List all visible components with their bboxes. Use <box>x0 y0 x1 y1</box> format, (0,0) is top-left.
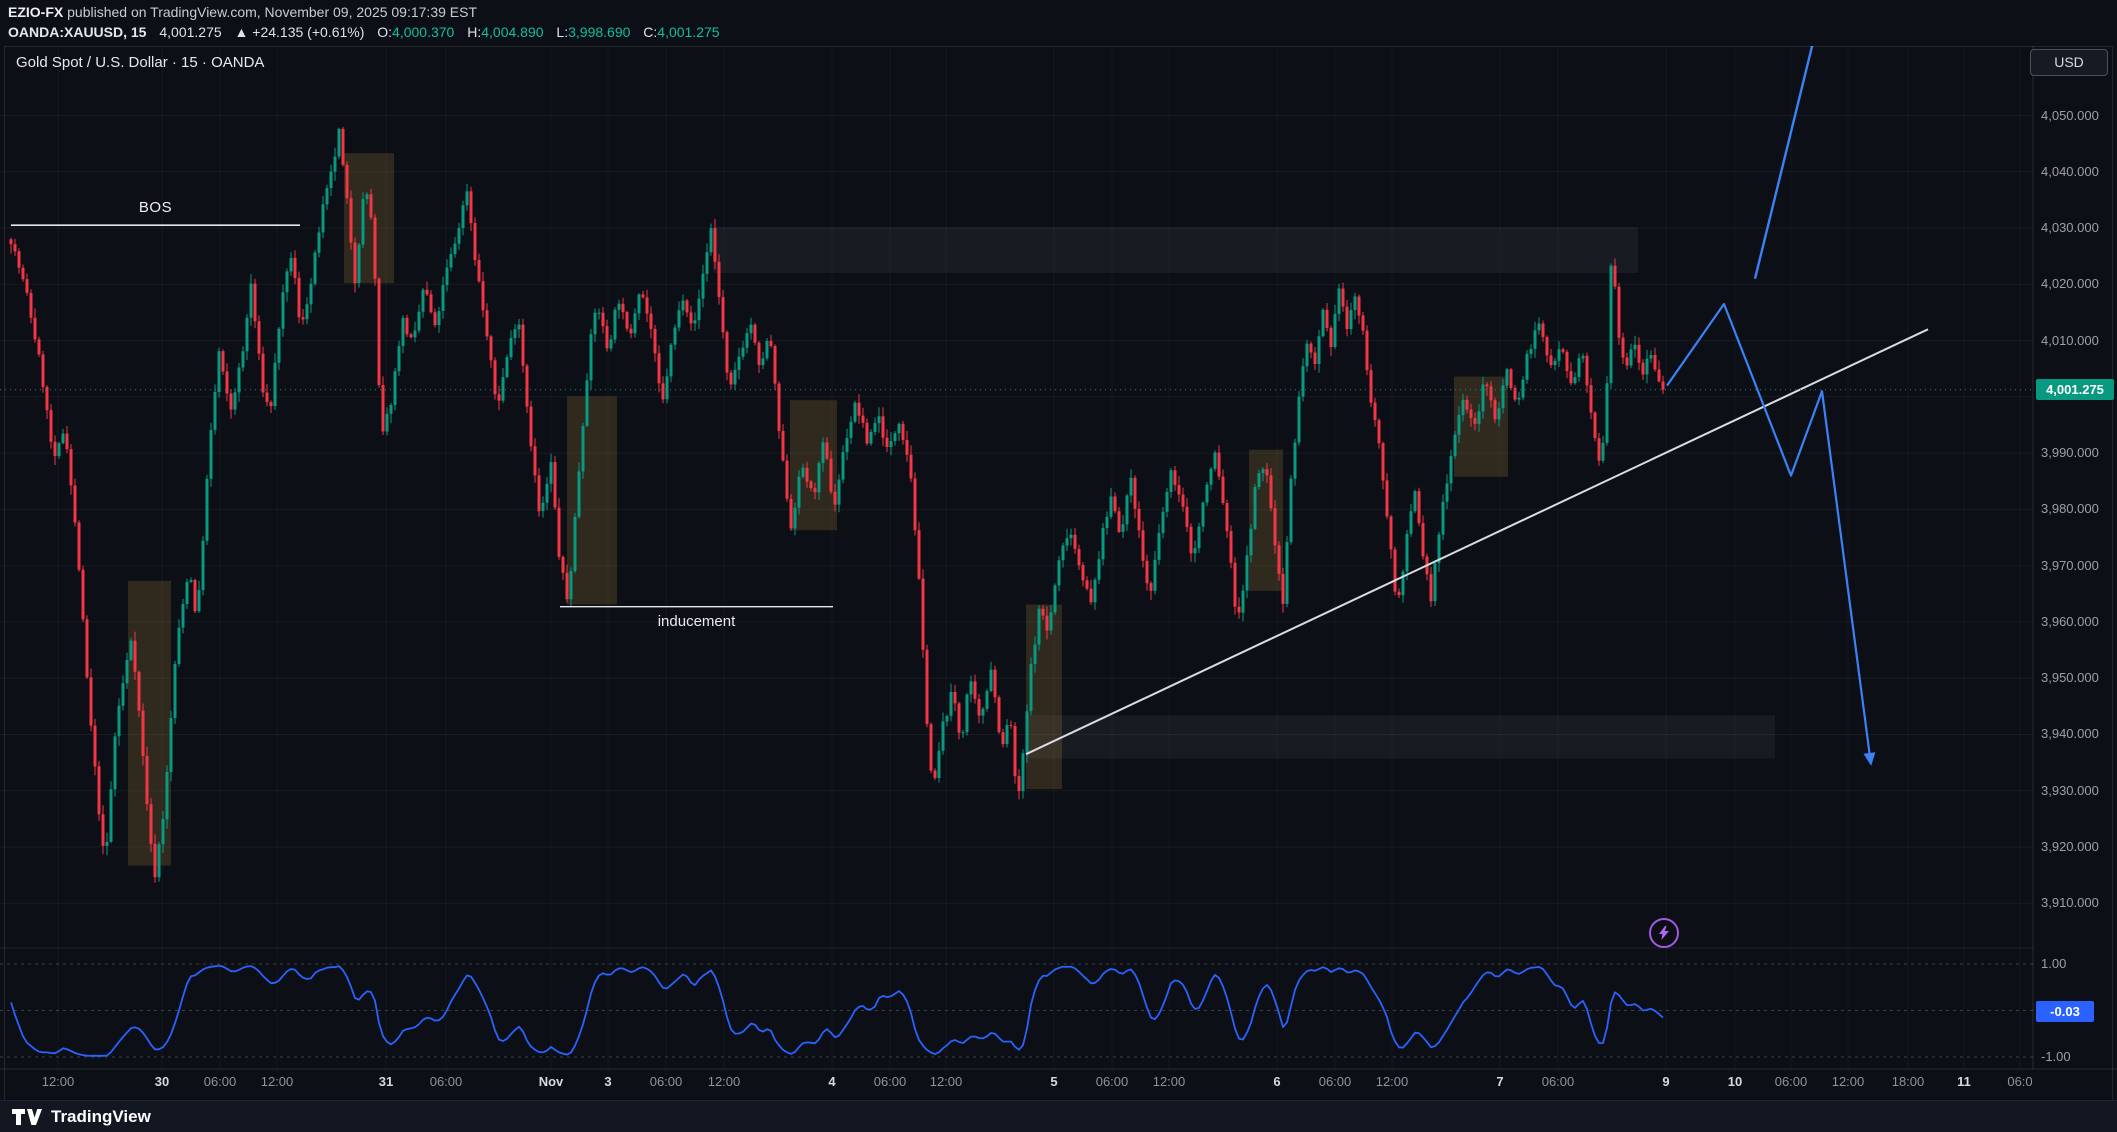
price-axis-label: 3,910.000 <box>2041 895 2099 911</box>
time-axis-label: 06:00 <box>1541 1074 1575 1089</box>
time-axis-label: 06:00 <box>1318 1074 1352 1089</box>
time-axis-label: 06:00 <box>1774 1074 1808 1089</box>
lightning-icon <box>1659 926 1669 940</box>
oscillator-value-badge: -0.03 <box>2036 1001 2094 1023</box>
oscillator-top-label: 1.00 <box>2041 956 2067 971</box>
time-axis-label: 18:00 <box>1891 1074 1925 1089</box>
time-axis-label: 11 <box>1957 1074 1971 1089</box>
chart-title: Gold Spot / U.S. Dollar · 15 · OANDA <box>16 54 265 71</box>
ohlc-high-key: H: <box>467 24 482 40</box>
time-axis-label: 06:00 <box>203 1074 237 1089</box>
price-axis-label: 4,010.000 <box>2041 332 2099 348</box>
inducement-annotation-label[interactable]: inducement <box>657 612 736 630</box>
price-axis-label: 3,960.000 <box>2041 613 2099 629</box>
ohlc-high-value: 4,004.890 <box>481 24 544 40</box>
time-axis-label: 12:00 <box>929 1074 963 1089</box>
bos-annotation-label[interactable]: BOS <box>138 199 173 217</box>
time-axis-label: 12:00 <box>1375 1074 1409 1089</box>
price-axis-label: 3,980.000 <box>2041 501 2099 517</box>
price-axis-label: 3,940.000 <box>2041 726 2099 742</box>
time-axis-label: 31 <box>378 1074 394 1089</box>
tradingview-logo-icon <box>12 1108 42 1125</box>
author-name: EZIO-FX <box>8 4 64 20</box>
time-axis-label: 30 <box>154 1074 170 1089</box>
time-axis-label: 12:00 <box>1152 1074 1186 1089</box>
symbol-header: OANDA:XAUUSD, 15 4,001.275 ▲ +24.135 (+0… <box>8 24 720 40</box>
time-axis-label: 06:00 <box>873 1074 907 1089</box>
price-axis-label: 3,970.000 <box>2041 557 2099 573</box>
price-axis-label: 4,040.000 <box>2041 163 2099 179</box>
tradingview-wordmark[interactable]: TradingView <box>51 1106 151 1126</box>
time-axis-label: 12:00 <box>1831 1074 1865 1089</box>
price-axis-label: 4,030.000 <box>2041 220 2099 236</box>
symbol-name: OANDA:XAUUSD, 15 <box>8 24 147 40</box>
time-axis-label: 06:00 <box>429 1074 463 1089</box>
price-axis-label: 3,990.000 <box>2041 445 2099 461</box>
candles <box>9 126 1665 883</box>
time-axis-label: Nov <box>538 1074 564 1089</box>
ohlc-low-key: L: <box>556 24 569 40</box>
time-axis-label: 06:00 <box>1095 1074 1129 1089</box>
last-price: 4,001.275 <box>159 24 222 40</box>
idea-lightning-marker[interactable] <box>1649 918 1679 948</box>
time-axis-label: 5 <box>1050 1074 1058 1089</box>
time-axis-label: 10 <box>1727 1074 1743 1089</box>
time-axis-label: 12:00 <box>707 1074 741 1089</box>
ohlc-open-value: 4,000.370 <box>392 24 455 40</box>
time-axis-label: 9 <box>1662 1074 1670 1089</box>
time-axis-label: 06:0 <box>2007 1074 2033 1089</box>
price-axis-label: 3,950.000 <box>2041 670 2099 686</box>
currency-button[interactable]: USD <box>2030 49 2108 76</box>
published-text: published on TradingView.com, November 0… <box>63 4 478 20</box>
time-axis-label: 7 <box>1496 1074 1504 1089</box>
grid <box>0 115 2033 904</box>
oscillator-bottom-label: -1.00 <box>2041 1049 2071 1064</box>
price-axis-label: 3,920.000 <box>2041 839 2099 854</box>
time-axis-label: 4 <box>828 1074 836 1089</box>
price-axis-label: 3,930.000 <box>2041 782 2099 798</box>
bottom-brand-bar: TradingView <box>0 1100 2117 1132</box>
time-axis-label: 06:00 <box>649 1074 683 1089</box>
published-header: EZIO-FX published on TradingView.com, No… <box>8 4 477 20</box>
price-axis-label: 4,050.000 <box>2041 107 2099 123</box>
ohlc-low-value: 3,998.690 <box>568 24 631 40</box>
time-axis-label: 6 <box>1273 1074 1281 1089</box>
price-axis-label: 4,020.000 <box>2041 276 2099 292</box>
time-axis-label: 12:00 <box>41 1074 75 1089</box>
ohlc-close-key: C: <box>643 24 658 40</box>
time-axis-label: 12:00 <box>260 1074 294 1089</box>
time-axis-label: 3 <box>604 1074 612 1089</box>
last-price-badge: 4,001.275 <box>2036 379 2114 401</box>
price-change: ▲ +24.135 (+0.61%) <box>234 24 365 40</box>
ohlc-open-key: O: <box>377 24 393 40</box>
ohlc-close-value: 4,001.275 <box>657 24 720 40</box>
